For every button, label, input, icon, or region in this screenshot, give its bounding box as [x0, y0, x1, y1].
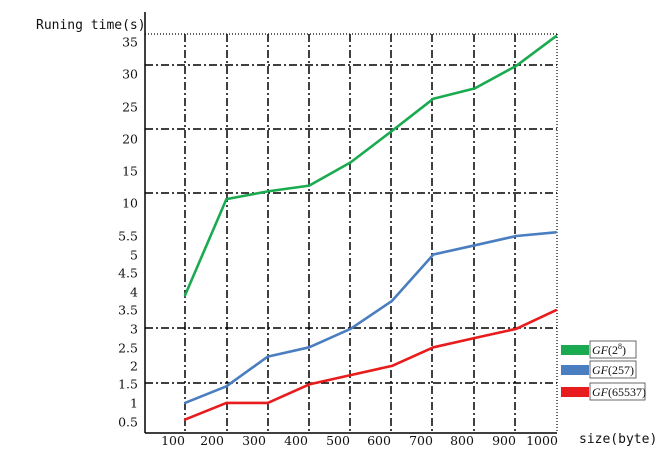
series-line-2 — [184, 309, 557, 421]
legend-box — [589, 382, 646, 401]
x-axis-title: size(byte) — [579, 432, 657, 447]
legend: GF(28)GF(257)GF(65537) — [561, 340, 646, 401]
data-point — [432, 346, 435, 349]
data-point — [183, 294, 187, 297]
y-tick-label: 0.5 — [118, 415, 138, 430]
legend-label: GF(257) — [592, 363, 634, 377]
legend-label-close: ) — [622, 343, 626, 357]
y-tick-label: 10 — [122, 196, 138, 211]
y-tick-label: 5 — [130, 248, 138, 263]
x-tick-label: 300 — [242, 433, 266, 448]
data-point — [266, 401, 269, 405]
y-axis-title: Runing time(s) — [36, 18, 146, 33]
x-tick-label: 500 — [326, 433, 350, 448]
data-point — [266, 190, 269, 193]
y-tick-labels: 0.5 1 1.5 2 2.5 3 3.5 4 4.5 5 5.5 10 15 20 25 30 35 — [118, 35, 138, 430]
x-tick-label: 1000 — [526, 433, 558, 448]
data-point — [390, 364, 394, 368]
data-point — [349, 161, 352, 164]
legend-label: GF(28) — [592, 342, 626, 357]
data-point — [308, 346, 311, 349]
axes — [144, 12, 558, 434]
series-line-1 — [184, 231, 557, 405]
legend-label-main: GF — [592, 363, 609, 377]
data-point — [432, 97, 435, 100]
y-tick-label: 15 — [122, 164, 138, 179]
data-point — [432, 253, 435, 256]
legend-label-paren: (2 — [608, 343, 618, 357]
y-tick-label: 1.5 — [118, 377, 138, 392]
grid-lines — [145, 33, 557, 433]
data-point — [515, 64, 518, 68]
legend-box — [589, 360, 637, 379]
legend-swatch — [561, 345, 589, 355]
data-point — [183, 418, 187, 421]
x-tick-label: 100 — [161, 433, 185, 448]
y-tick-label: 4 — [130, 285, 138, 300]
y-tick-label: 25 — [122, 100, 138, 115]
y-tick-label: 20 — [122, 132, 138, 147]
y-tick-label: 4.5 — [118, 266, 138, 281]
data-point — [308, 383, 311, 386]
data-point — [349, 327, 352, 330]
legend-label-main: GF — [592, 343, 609, 357]
y-tick-label: 2.5 — [118, 341, 138, 356]
data-point — [473, 244, 476, 247]
y-tick-label: 3.5 — [118, 303, 138, 318]
legend-swatch — [561, 365, 589, 375]
data-point — [473, 336, 476, 340]
legend-label-paren: (65537) — [608, 385, 646, 399]
legend-box — [589, 340, 637, 359]
data-point — [515, 327, 518, 330]
data-point — [183, 401, 187, 405]
x-tick-label: 400 — [284, 433, 308, 448]
data-point — [473, 87, 476, 90]
legend-label-paren: (257) — [608, 363, 634, 377]
y-tick-label: 1 — [130, 396, 138, 411]
data-point — [225, 401, 228, 405]
data-point — [554, 309, 558, 312]
y-tick-label: 35 — [122, 35, 138, 50]
series-lines — [183, 35, 558, 421]
y-tick-label: 5.5 — [118, 229, 138, 244]
legend-label: GF(65537) — [592, 385, 646, 399]
data-point — [308, 184, 311, 187]
x-tick-labels: 100 200 300 400 500 600 700 800 900 1000 — [161, 433, 558, 448]
x-tick-label: 900 — [492, 433, 516, 448]
data-point — [349, 373, 352, 377]
legend-label-sup: 8 — [618, 342, 622, 351]
y-tick-label: 30 — [122, 67, 138, 82]
x-tick-label: 700 — [409, 433, 433, 448]
y-tick-label: 3 — [130, 322, 138, 337]
data-point — [554, 231, 558, 234]
data-point — [390, 299, 394, 303]
legend-label-main: GF — [592, 385, 609, 399]
x-tick-label: 600 — [367, 433, 391, 448]
series-line-0 — [183, 35, 557, 296]
y-tick-label: 2 — [130, 359, 138, 374]
x-tick-label: 800 — [450, 433, 474, 448]
x-tick-label: 200 — [200, 433, 224, 448]
data-point — [225, 385, 228, 388]
legend-swatch — [561, 387, 589, 397]
data-point — [515, 234, 518, 238]
data-point — [225, 197, 228, 201]
data-point — [390, 129, 394, 133]
data-point — [266, 355, 269, 358]
data-point — [554, 35, 558, 38]
